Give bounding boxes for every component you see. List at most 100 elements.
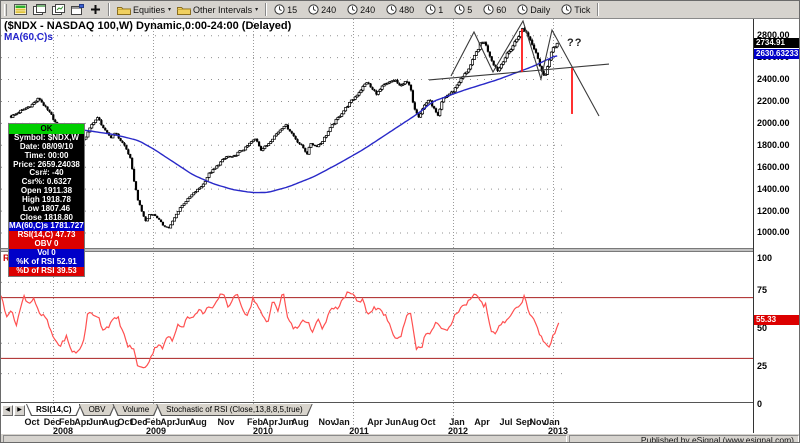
price-axis-tick: 2400.00 [757, 74, 790, 85]
interval-button-group: 15 240 240 480 1 5 60 Daily Tick [272, 2, 592, 18]
month-tick-label: Jun [87, 417, 105, 427]
interval-button-480[interactable]: 480 [384, 2, 416, 18]
tile-windows-icon[interactable] [31, 2, 48, 18]
clock-icon [425, 4, 436, 15]
year-tick-label: 2011 [349, 426, 369, 436]
price-axis-tick: 1400.00 [757, 183, 790, 194]
price-axis-tick: 1600.00 [757, 161, 790, 172]
price-axis-tick: 1200.00 [757, 205, 790, 216]
month-tick-label: Dec [130, 417, 148, 427]
add-icon[interactable] [88, 2, 103, 18]
data-window-row: Vol 0 [9, 248, 84, 258]
data-window-row: High 1918.78 [9, 195, 84, 205]
data-window-row: OBV 0 [9, 240, 84, 249]
pane-tab-label: Volume [113, 404, 158, 415]
clock-icon [274, 4, 285, 15]
interval-button-tick[interactable]: Tick [559, 2, 592, 18]
month-tick-label: Aug [401, 417, 419, 427]
ma-value-marker: 2630.63233 [754, 49, 799, 60]
pane-tab-obv[interactable]: OBV [79, 404, 116, 416]
toolbar: Equities ▾ Other Intervals ▾ 15 240 240 480… [1, 1, 799, 19]
interval-button-240[interactable]: 240 [306, 2, 338, 18]
interval-button-daily[interactable]: Daily [515, 2, 552, 18]
interval-button-60[interactable]: 60 [481, 2, 508, 18]
other-intervals-folder-label: Other Intervals [193, 4, 253, 15]
month-tick-label: Jan [544, 417, 560, 427]
head-and-shoulders-outline [450, 19, 600, 117]
data-window-header[interactable]: OK [9, 124, 84, 134]
month-tick-label: Oct [117, 417, 133, 427]
moving-average-line [10, 55, 558, 194]
month-tick-label: Jan [449, 417, 465, 427]
month-tick-label: Nov [318, 417, 336, 427]
pane-tab-label: Stochastic of RSI (Close,13,8,8,5,true) [157, 404, 312, 415]
price-axis-tick: 1000.00 [757, 227, 790, 238]
data-window-row: Csr%: 0.6327 [9, 178, 84, 188]
folder-icon [177, 6, 192, 15]
pane-tab-volume[interactable]: Volume [112, 404, 159, 416]
data-window-row: Low 1807.46 [9, 204, 84, 214]
pane-divider[interactable] [1, 248, 753, 252]
clock-icon [454, 4, 465, 15]
interval-button-label: Daily [530, 4, 551, 15]
chart-area: ($NDX - NASDAQ 100,W) Dynamic,0:00-24:00… [1, 19, 799, 436]
year-tick-label: 2010 [252, 426, 274, 436]
folder-icon [117, 6, 131, 15]
data-window-row: Open 1911.38 [9, 187, 84, 196]
month-tick-label: Jun [174, 417, 192, 427]
interval-button-15[interactable]: 15 [272, 2, 299, 18]
tab-scroll-right-button[interactable]: ▶ [14, 405, 25, 416]
time-axis[interactable]: Oct Dec Feb Apr Jun Aug Oct Dec Feb Apr Jun Aug Nov F… [1, 416, 799, 436]
month-tick-label: Feb [246, 417, 264, 427]
pane-tab-label: RSI(14,C) [27, 404, 81, 415]
toolbar-separator [265, 3, 268, 16]
chevron-down-icon: ▾ [168, 7, 172, 13]
link-window-icon[interactable] [69, 2, 86, 18]
neckline [428, 63, 610, 81]
status-cell-empty [3, 435, 567, 442]
equities-folder-button[interactable]: Equities ▾ [115, 2, 173, 18]
price-axis-tick: 1800.00 [757, 139, 790, 150]
clock-icon [483, 4, 494, 15]
status-bar: Published by eSignal (www.esignal.com) [1, 433, 799, 442]
new-chart-icon[interactable] [50, 2, 67, 18]
quote-board-icon[interactable] [12, 2, 29, 18]
year-tick-label: 2008 [52, 426, 74, 436]
month-tick-label: Aug [189, 417, 207, 427]
data-window-row: Close 1818.80 [9, 213, 84, 223]
data-window-row: Time: 00:00 [9, 151, 84, 161]
rsi-axis-tick: 100 [757, 253, 773, 263]
price-chart-canvas[interactable] [1, 19, 753, 431]
month-tick-label: Oct [420, 417, 436, 427]
interval-button-label: 15 [287, 4, 298, 15]
month-tick-label: Oct [24, 417, 40, 427]
interval-button-1[interactable]: 1 [423, 2, 445, 18]
last-price-marker: 2734.91 [754, 37, 799, 48]
interval-button-label: 240 [360, 4, 376, 15]
toolbar-separator [597, 3, 600, 16]
month-tick-label: Jun [277, 417, 295, 427]
clock-icon [308, 4, 319, 15]
month-tick-label: Jan [334, 417, 350, 427]
data-window-row: RSI(14,C) 47.73 [9, 231, 84, 241]
pane-tab-stochastic-of-rsi-close-13-8-8-5-true-[interactable]: Stochastic of RSI (Close,13,8,8,5,true) [156, 404, 313, 416]
pane-tab-rsi-14-c-[interactable]: RSI(14,C) [26, 404, 82, 416]
month-tick-label: Feb [58, 417, 76, 427]
interval-button-label: 240 [321, 4, 337, 15]
month-tick-label: Nov [529, 417, 547, 427]
clock-icon [347, 4, 358, 15]
month-tick-label: Apr [262, 417, 278, 427]
month-tick-label: Apr [160, 417, 176, 427]
interval-button-240[interactable]: 240 [345, 2, 377, 18]
toolbar-grip[interactable] [4, 3, 7, 16]
rsi-axis-tick: 50 [757, 323, 768, 333]
interval-button-5[interactable]: 5 [452, 2, 474, 18]
clock-icon [386, 4, 397, 15]
clock-icon [561, 4, 572, 15]
other-intervals-folder-button[interactable]: Other Intervals ▾ [175, 2, 260, 18]
data-window-row: Price: 2659.24038 [9, 160, 84, 170]
month-tick-label: Dec [43, 417, 61, 427]
interval-button-label: 60 [496, 4, 507, 15]
tab-scroll-left-button[interactable]: ◀ [2, 405, 13, 416]
price-axis[interactable]: 2800.002600.002400.002200.002000.001800.… [753, 19, 799, 433]
